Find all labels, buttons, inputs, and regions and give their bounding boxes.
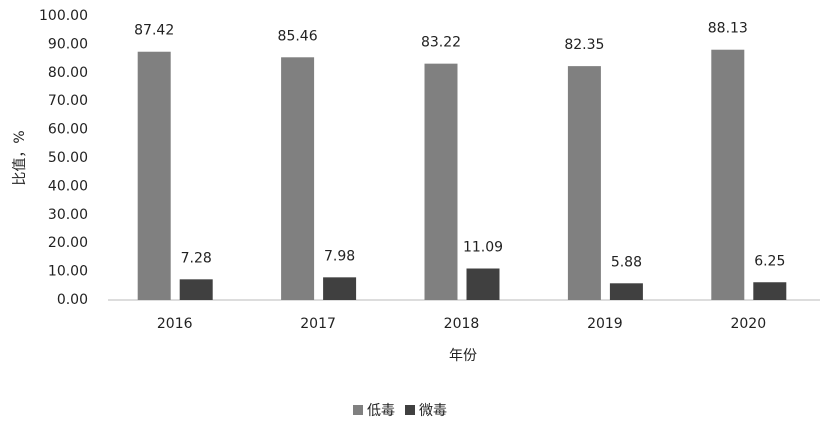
y-tick-label: 30.00 [48,207,88,223]
legend-swatch [405,405,415,415]
x-axis-label: 年份 [449,348,477,364]
y-tick-label: 70.00 [48,93,88,109]
x-tick-label: 2018 [444,316,480,332]
value-label: 5.88 [611,254,642,270]
value-label: 87.42 [134,23,174,39]
bar [323,277,357,300]
x-tick-label: 2019 [587,316,623,332]
value-label: 7.28 [181,250,212,266]
x-tick-label: 2016 [157,316,193,332]
legend-swatch [353,405,363,415]
y-axis-label: 比值，% [12,130,28,185]
bar [753,282,787,300]
legend-label: 微毒 [419,403,447,419]
bar [711,49,745,300]
value-label: 83.22 [421,35,461,51]
bar [567,66,601,300]
bar [137,51,171,300]
y-tick-label: 80.00 [48,65,88,81]
value-label: 11.09 [463,240,503,256]
y-tick-label: 10.00 [48,264,88,280]
x-tick-label: 2017 [300,316,336,332]
bar [424,63,458,301]
y-tick-label: 100.00 [39,8,88,24]
y-tick-label: 60.00 [48,122,88,138]
value-label: 82.35 [564,37,604,53]
value-label: 7.98 [324,248,355,264]
legend-label: 低毒 [367,403,395,419]
y-tick-label: 90.00 [48,36,88,52]
bar [179,279,213,300]
y-tick-label: 20.00 [48,235,88,251]
y-tick-label: 0.00 [57,292,88,308]
value-label: 6.25 [754,253,785,269]
value-label: 88.13 [708,21,748,37]
value-label: 85.46 [278,28,318,44]
bar [609,283,643,300]
y-tick-label: 40.00 [48,178,88,194]
bar [281,57,315,301]
x-tick-label: 2020 [730,316,766,332]
bar [466,268,500,300]
y-tick-label: 50.00 [48,150,88,166]
